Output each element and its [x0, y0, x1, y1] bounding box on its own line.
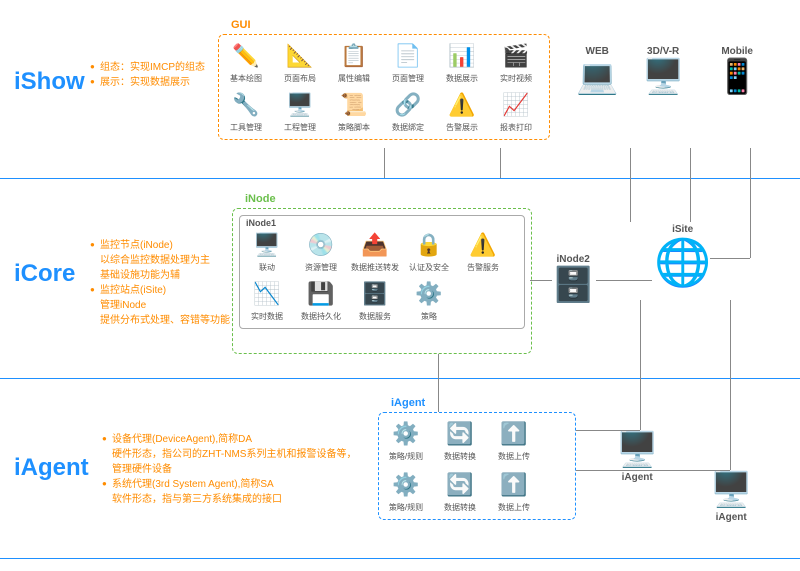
icon-item: 🔄数据转换 — [439, 470, 481, 513]
icon-item: 💿资源管理 — [300, 230, 342, 273]
alarm-display-icon: ⚠️ — [447, 90, 477, 120]
alarm-svc-icon: ⚠️ — [468, 230, 498, 260]
icon-item: 📐页面布局 — [279, 41, 321, 84]
icon-item: ✏️基本绘图 — [225, 41, 267, 84]
inode-label: iNode — [245, 193, 276, 205]
icon-item: 📉实时数据 — [246, 279, 288, 322]
script-icon: 📜 — [339, 90, 369, 120]
iagent-title: iAgent — [14, 454, 89, 482]
icore-bullets: 监控节点(iNode) 以综合监控数据处理为主 基础设施功能为辅 监控站点(iS… — [90, 238, 230, 328]
connector — [500, 148, 501, 178]
icon-item: ⚠️告警服务 — [462, 230, 504, 273]
globe-gear-icon: 🌐 — [654, 235, 711, 290]
connector — [750, 148, 751, 258]
push-icon: 📤 — [360, 230, 390, 260]
divider-1 — [0, 178, 800, 179]
connector — [438, 354, 439, 412]
tool-mgmt-icon: 🔧 — [231, 90, 261, 120]
connector — [576, 430, 640, 431]
icon-item: 🔄数据转换 — [439, 419, 481, 462]
icon-item: ⚙️策略 — [408, 279, 450, 322]
report-icon: 📈 — [501, 90, 531, 120]
connector — [730, 300, 731, 470]
icon-item: 📊数据展示 — [441, 41, 483, 84]
icon-item: ⬆️数据上传 — [493, 419, 535, 462]
gui-label: GUI — [231, 19, 251, 31]
realtime-icon: 📉 — [252, 279, 282, 309]
connector — [530, 280, 552, 281]
icon-item: 🔒认证及安全 — [408, 230, 450, 273]
icon-item: 🖥️联动 — [246, 230, 288, 273]
iagent-bullets: 设备代理(DeviceAgent),简称DA 硬件形态，指公司的ZHT-NMS系… — [102, 432, 362, 507]
icon-item: 🔧工具管理 — [225, 90, 267, 133]
icon-item: 📤数据推送转发 — [354, 230, 396, 273]
database-icon: 🗄️ — [552, 265, 594, 305]
iagent-box: iAgent ⚙️策略/规则🔄数据转换⬆️数据上传 ⚙️策略/规则🔄数据转换⬆️… — [378, 412, 576, 520]
project-mgmt-icon: 🖥️ — [285, 90, 315, 120]
security-icon: 🔒 — [414, 230, 444, 260]
video-icon: 🎬 — [501, 41, 531, 71]
upload-icon: ⬆️ — [499, 419, 529, 449]
icon-item: ⚙️策略/规则 — [385, 419, 427, 462]
connector — [576, 470, 730, 471]
icon-item: 📋属性编辑 — [333, 41, 375, 84]
rule2-icon: ⚙️ — [391, 470, 421, 500]
icon-item: ⚠️告警展示 — [441, 90, 483, 133]
connector — [384, 148, 385, 178]
icon-item: 📄页面管理 — [387, 41, 429, 84]
connector — [640, 300, 641, 430]
mobile-icon: 📱 — [716, 57, 758, 97]
icon-item: 🖥️工程管理 — [279, 90, 321, 133]
icon-item: ⬆️数据上传 — [493, 470, 535, 513]
inode1-label: iNode1 — [246, 218, 276, 228]
divider-2 — [0, 378, 800, 379]
isite: iSite 🌐 — [654, 222, 711, 290]
page-mgmt-icon: 📄 — [393, 41, 423, 71]
iagent-dev1-icon: 🖥️ — [616, 430, 658, 470]
device: WEB💻 — [576, 44, 618, 97]
ishow-bullets: 组态：实现IMCP的组态 展示：实现数据展示 — [90, 60, 205, 90]
icon-item: ⚙️策略/规则 — [385, 470, 427, 513]
connector — [710, 258, 750, 259]
data-svc-icon: 🗄️ — [360, 279, 390, 309]
icon-item: 🗄️数据服务 — [354, 279, 396, 322]
layout-icon: 📐 — [285, 41, 315, 71]
iagent-device: 🖥️iAgent — [710, 470, 752, 523]
connector — [630, 148, 631, 222]
persist-icon: 💾 — [306, 279, 336, 309]
monitor-icon: 🖥️ — [642, 57, 684, 97]
property-icon: 📋 — [339, 41, 369, 71]
binding-icon: 🔗 — [393, 90, 423, 120]
laptop-icon: 💻 — [576, 57, 618, 97]
iagent-box-label: iAgent — [391, 397, 425, 409]
upload2-icon: ⬆️ — [499, 470, 529, 500]
resource-icon: 💿 — [306, 230, 336, 260]
data-display-icon: 📊 — [447, 41, 477, 71]
inode-box: iNode iNode1 🖥️联动💿资源管理📤数据推送转发🔒认证及安全⚠️告警服… — [232, 208, 532, 354]
inode2: iNode2 🗄️ — [552, 252, 594, 305]
icore-title: iCore — [14, 260, 75, 288]
inode1-box: iNode1 🖥️联动 💿资源管理 📤数据推送转发 🔒认证及安全 ⚠️告警服务 📉实时数据… — [239, 215, 525, 329]
divider-3 — [0, 558, 800, 559]
transform2-icon: 🔄 — [445, 470, 475, 500]
icon-item: 📈报表打印 — [495, 90, 537, 133]
icon-item: 📜策略脚本 — [333, 90, 375, 133]
connector — [596, 280, 652, 281]
transform-icon: 🔄 — [445, 419, 475, 449]
linkage-icon: 🖥️ — [252, 230, 282, 260]
connector — [690, 148, 691, 222]
icon-item: 🎬实时视频 — [495, 41, 537, 84]
gui-box: GUI ✏️基本绘图📐页面布局📋属性编辑📄页面管理📊数据展示🎬实时视频🔧工具管理… — [218, 34, 550, 140]
ishow-title: iShow — [14, 68, 85, 96]
draw-icon: ✏️ — [231, 41, 261, 71]
iagent-device: 🖥️iAgent — [616, 430, 658, 483]
strategy-icon: ⚙️ — [414, 279, 444, 309]
iagent-dev2-icon: 🖥️ — [710, 470, 752, 510]
device: 3D/V-R🖥️ — [642, 44, 684, 97]
icon-item: 💾数据持久化 — [300, 279, 342, 322]
rule-icon: ⚙️ — [391, 419, 421, 449]
icon-item: 🔗数据绑定 — [387, 90, 429, 133]
device: Mobile📱 — [716, 44, 758, 97]
